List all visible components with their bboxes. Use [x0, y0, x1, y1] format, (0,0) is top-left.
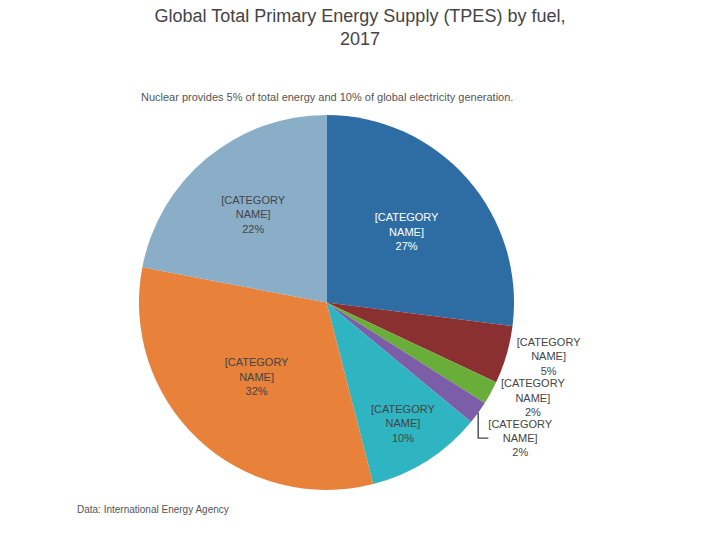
- svg-text:[CATEGORYNAME]27%: [CATEGORYNAME]27%: [375, 211, 439, 252]
- svg-text:[CATEGORYNAME]10%: [CATEGORYNAME]10%: [371, 403, 435, 444]
- svg-text:[CATEGORYNAME]32%: [CATEGORYNAME]32%: [225, 356, 289, 397]
- svg-text:[CATEGORYNAME]22%: [CATEGORYNAME]22%: [221, 194, 285, 235]
- svg-text:Nuclear provides 5% of total e: Nuclear provides 5% of total energy and …: [141, 91, 513, 103]
- svg-text:[CATEGORYNAME]2%: [CATEGORYNAME]2%: [501, 377, 565, 418]
- svg-text:[CATEGORYNAME]2%: [CATEGORYNAME]2%: [488, 418, 552, 459]
- svg-text:[CATEGORYNAME]5%: [CATEGORYNAME]5%: [517, 336, 581, 377]
- svg-text:Global Total Primary Energy Su: Global Total Primary Energy Supply (TPES…: [155, 6, 566, 49]
- svg-text:Data: International Energy Age: Data: International Energy Agency: [77, 504, 229, 515]
